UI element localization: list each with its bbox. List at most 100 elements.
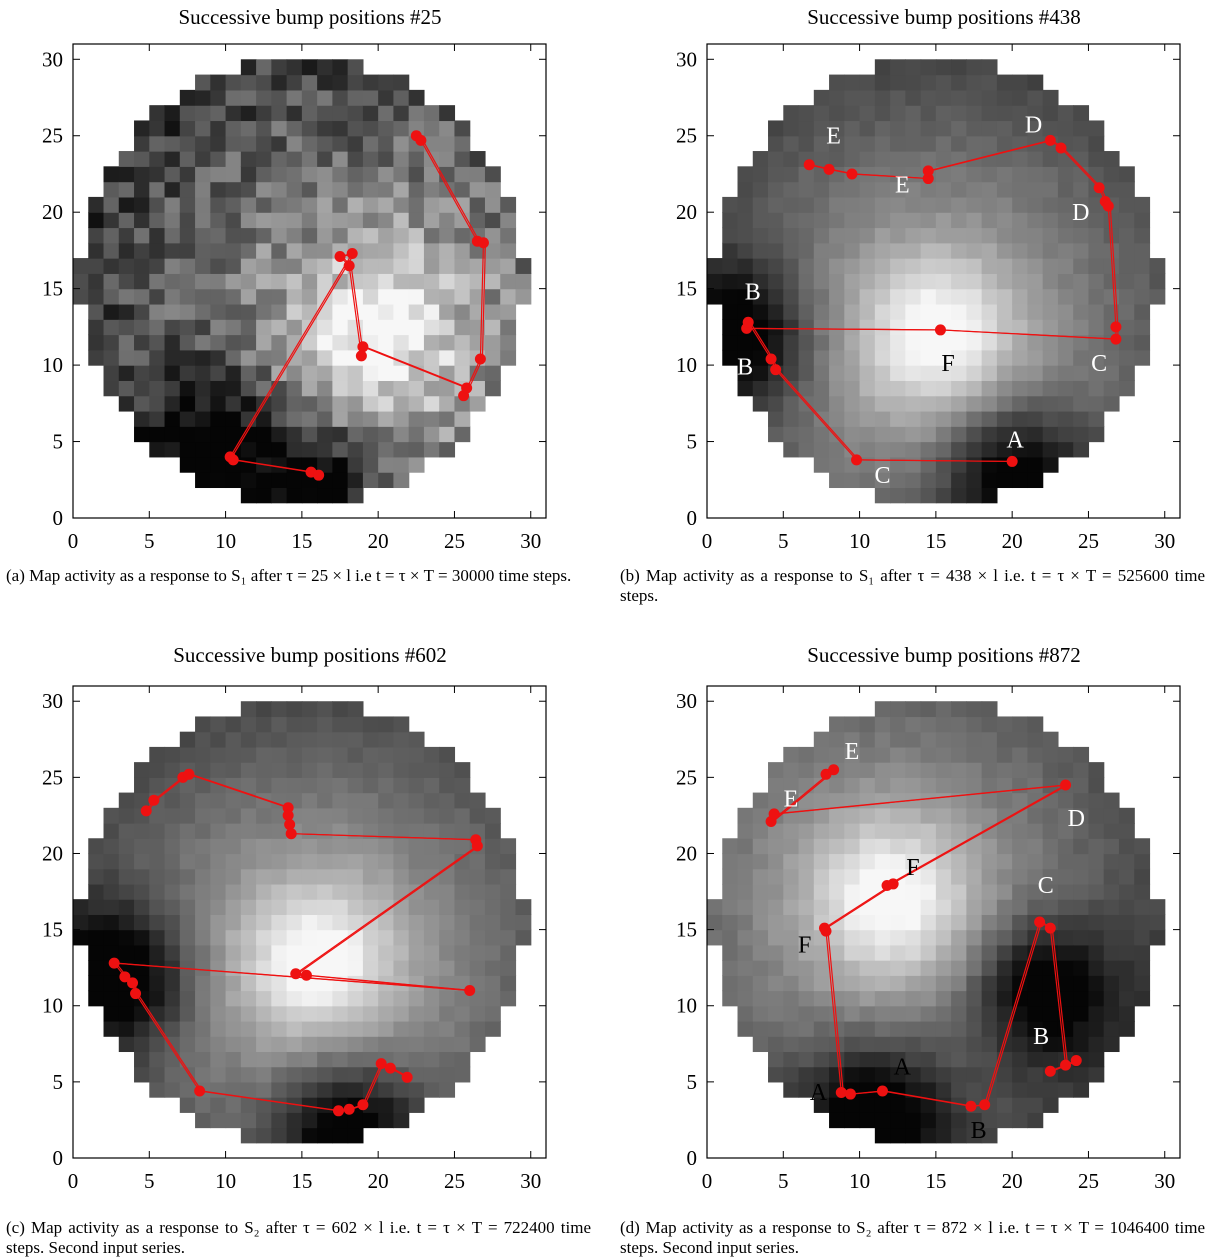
heatmap-cell	[920, 181, 937, 198]
heatmap-cell	[996, 1081, 1013, 1098]
heatmap-cell	[1057, 944, 1074, 961]
heatmap-cell	[768, 395, 784, 412]
heatmap-cell	[271, 914, 288, 931]
heatmap-cell	[179, 365, 196, 381]
heatmap-cell	[271, 166, 288, 183]
heatmap-cell	[393, 944, 410, 961]
heatmap-cell	[874, 151, 891, 167]
heatmap-cell	[271, 426, 288, 443]
heatmap-cell	[798, 746, 815, 763]
heatmap-cell	[286, 395, 303, 412]
heatmap-cell	[73, 929, 89, 946]
heatmap-cell	[737, 212, 754, 229]
heatmap-cell	[981, 1020, 998, 1037]
heatmap-cell	[798, 944, 815, 961]
heatmap-cell	[347, 426, 364, 443]
heatmap-cell	[1118, 349, 1135, 366]
bump-point	[1060, 1059, 1072, 1071]
heatmap-cell	[149, 441, 166, 458]
heatmap-cell	[256, 181, 272, 198]
heatmap-cell	[454, 1066, 471, 1083]
heatmap-cell	[103, 853, 120, 870]
heatmap-cell	[1118, 868, 1135, 885]
heatmap-cell	[874, 716, 891, 733]
heatmap-cell	[286, 349, 303, 366]
heatmap-cell	[966, 227, 983, 244]
heatmap-cell	[813, 319, 830, 336]
position-label: F	[906, 855, 919, 881]
heatmap-cell	[393, 151, 410, 167]
heatmap-cell	[920, 1036, 937, 1053]
heatmap-cell	[1073, 1066, 1090, 1083]
heatmap-cell	[1057, 365, 1074, 381]
heatmap-cell	[951, 853, 967, 870]
heatmap-cell	[393, 914, 410, 931]
heatmap-cell	[210, 960, 227, 976]
heatmap-cell	[195, 288, 211, 305]
heatmap-cell	[798, 441, 815, 458]
heatmap-cell	[905, 89, 922, 106]
heatmap-cell	[454, 349, 471, 366]
heatmap-cell	[996, 334, 1013, 351]
heatmap-cell	[286, 929, 303, 946]
heatmap-cell	[317, 319, 333, 336]
trajectory-segment	[858, 459, 1015, 463]
heatmap-cell	[378, 1005, 395, 1022]
heatmap-cell	[256, 303, 272, 320]
heatmap-cell	[813, 1036, 830, 1053]
bump-point	[477, 237, 489, 249]
heatmap-cell	[981, 74, 998, 91]
heatmap-cell	[393, 273, 410, 290]
heatmap-cell	[271, 853, 288, 870]
heatmap-cell	[1134, 914, 1151, 931]
heatmap-cell	[981, 838, 998, 855]
heatmap-cell	[1073, 288, 1090, 305]
heatmap-cell	[905, 929, 922, 946]
heatmap-cell	[393, 1020, 410, 1037]
heatmap-cell	[195, 196, 211, 213]
heatmap-cell	[737, 1020, 754, 1037]
heatmap-cell	[103, 303, 120, 320]
heatmap-cell	[1073, 273, 1090, 290]
heatmap-cell	[737, 303, 754, 320]
heatmap-cell	[844, 853, 861, 870]
heatmap-cell	[1103, 975, 1120, 992]
heatmap-cell	[225, 212, 242, 229]
heatmap-cell	[813, 1097, 830, 1113]
heatmap-cell	[286, 990, 303, 1007]
heatmap-cell	[1134, 319, 1151, 336]
heatmap-cell	[1057, 258, 1074, 274]
heatmap-cell	[951, 166, 967, 183]
heatmap-cell	[286, 426, 303, 443]
heatmap-cell	[271, 105, 288, 122]
heatmap-cell	[859, 395, 876, 412]
heatmap-cell	[1012, 89, 1029, 106]
heatmap-cell	[1027, 1081, 1044, 1098]
heatmap-cell	[256, 990, 272, 1007]
heatmap-cell	[813, 868, 830, 885]
heatmap-cell	[966, 792, 983, 809]
position-label: F	[798, 932, 811, 958]
heatmap-cell	[271, 89, 288, 106]
heatmap-cell	[905, 1036, 922, 1053]
heatmap-cell	[737, 227, 754, 244]
heatmap-cell	[890, 944, 906, 961]
heatmap-cell	[393, 181, 410, 198]
heatmap-cell	[813, 960, 830, 976]
heatmap-cell	[1042, 319, 1059, 336]
heatmap-cell	[271, 1020, 288, 1037]
heatmap-cell	[164, 1020, 181, 1037]
heatmap-cell	[981, 990, 998, 1007]
heatmap-cell	[844, 410, 861, 427]
heatmap-cell	[1073, 334, 1090, 351]
heatmap-cell	[210, 1020, 227, 1037]
heatmap-cell	[1027, 1051, 1044, 1068]
heatmap-cell	[439, 1066, 456, 1083]
heatmap-cell	[966, 135, 983, 152]
heatmap-cell	[301, 365, 318, 381]
heatmap-cell	[134, 227, 150, 244]
heatmap-cell	[271, 838, 288, 855]
heatmap-cell	[225, 288, 242, 305]
heatmap-cell	[134, 868, 150, 885]
bump-point	[194, 1085, 206, 1097]
